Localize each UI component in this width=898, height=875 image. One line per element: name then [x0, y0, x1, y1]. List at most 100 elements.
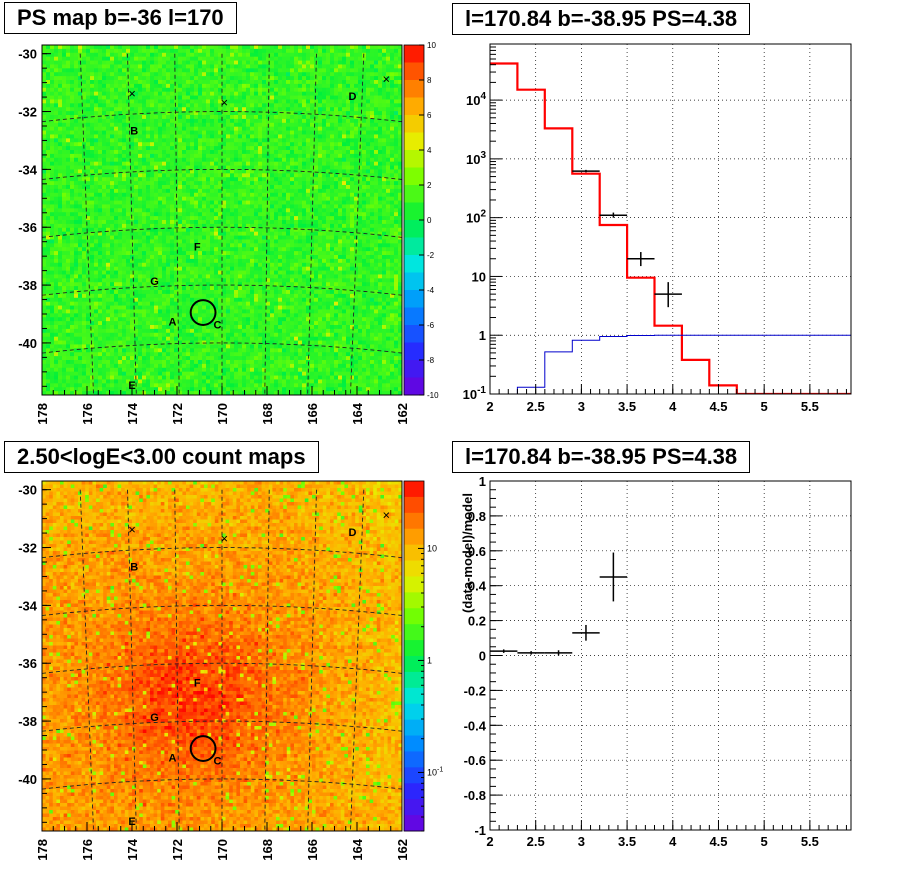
x-tick-label: 174: [125, 838, 140, 860]
colorbar-tick-label: 10-1: [427, 766, 443, 777]
x-tick-label: 168: [260, 839, 275, 861]
x-tick-label: 170: [215, 839, 230, 861]
x-tick-label: 172: [170, 403, 185, 425]
y-tick-label: 1: [479, 474, 486, 489]
colorbar-tick-label: -4: [427, 286, 435, 295]
x-tick-label: 168: [260, 403, 275, 425]
x-tick-label: 4.5: [709, 834, 727, 849]
y-tick-label: -0.6: [464, 753, 486, 768]
colorbar-bin: [404, 272, 424, 291]
map-y-axis: -30 -32 -34 -36 -38 -40: [18, 483, 51, 823]
colorbar-bin: [404, 783, 424, 800]
colorbar-bin: [404, 815, 424, 832]
colorbar-bin: [404, 62, 424, 81]
colorbar-tick-label: 6: [427, 111, 432, 120]
x-tick-label: 2: [486, 834, 493, 849]
y-tick-label: 0.8: [468, 509, 486, 524]
x-tick-label: 2.5: [527, 834, 545, 849]
colorbar-bin: [404, 150, 424, 168]
y-tick-label: -40: [18, 772, 37, 787]
colorbar-bin: [404, 377, 424, 396]
colorbar-bin: [404, 576, 424, 593]
y-tick-label: 104: [466, 91, 486, 108]
x-tick-label: 3: [578, 399, 585, 414]
x-tick-label: 2: [486, 399, 493, 414]
colorbar-bin: [404, 255, 424, 273]
y-axis-label: (data-model)/model: [460, 493, 475, 613]
x-tick-label: 176: [80, 403, 95, 425]
colorbar-bin: [404, 237, 424, 256]
y-tick-label: 0.6: [468, 544, 486, 559]
colorbar-bin: [404, 512, 424, 530]
source-label-A: A: [169, 753, 177, 765]
source-marker: ×: [128, 522, 136, 537]
x-tick-label: 172: [170, 839, 185, 861]
count-map-panel: 178 176 174 172 170 168 166 164 162-30-32-34-36-…: [18, 480, 443, 861]
source-label-G: G: [150, 276, 159, 288]
colorbar-tick-label: 8: [427, 76, 432, 85]
source-label-B: B: [130, 126, 138, 138]
colorbar-bin: [404, 560, 424, 577]
y-tick-label: -34: [18, 598, 38, 613]
colorbar-bin: [404, 767, 424, 784]
source-label-F: F: [194, 241, 201, 253]
x-tick-label: 4.5: [709, 399, 727, 414]
colorbar-bin: [404, 751, 424, 768]
source-marker: ×: [220, 531, 228, 546]
y-tick-label: -0.8: [464, 788, 486, 803]
colorbar-bin: [404, 307, 424, 326]
colorbar-bin: [404, 360, 424, 378]
grid-lon-176: [79, 53, 95, 395]
source-marker: ×: [382, 72, 390, 87]
source-label-E: E: [128, 380, 135, 392]
grid-lon-176: [79, 489, 95, 831]
colorbar-tick-label: 1: [427, 655, 432, 665]
source-label-C: C: [214, 319, 222, 331]
source-label-B: B: [130, 562, 138, 574]
x-tick-label: 4: [669, 834, 677, 849]
x-tick-label: 162: [395, 839, 410, 861]
grid-lon-174: [127, 489, 137, 831]
colorbar-bin: [404, 528, 424, 546]
colorbar-bin: [404, 220, 424, 238]
colorbar-bin: [404, 735, 424, 752]
background-step-line: [490, 334, 851, 394]
y-tick-label: 10: [472, 269, 486, 284]
grid-lon-172: [174, 53, 180, 395]
grid-lon-164: [349, 53, 365, 395]
grid-lon-166: [307, 53, 317, 395]
colorbar-bin: [404, 687, 424, 705]
map-y-axis: -30 -32 -34 -36 -38 -40: [18, 47, 51, 387]
grid-lon-172: [174, 489, 180, 831]
y-tick-label: -30: [18, 483, 37, 498]
source-label-D: D: [349, 527, 357, 539]
colorbar-bin: [404, 640, 424, 657]
ps-map-title: PS map b=-36 l=170: [4, 2, 237, 34]
x-tick-label: 166: [305, 403, 320, 425]
colorbar-bin: [404, 80, 424, 98]
colorbar-tick-label: 2: [427, 181, 432, 190]
grid-lon-168: [264, 489, 270, 831]
x-tick-label: 5: [761, 399, 768, 414]
colorbar-bin: [404, 496, 424, 514]
x-tick-label: 5.5: [801, 399, 819, 414]
colorbar-bin: [404, 656, 424, 673]
x-tick-label: 176: [80, 839, 95, 861]
colorbar-bin: [404, 185, 424, 203]
map-x-axis: 178 176 174 172 170 168 166 164 162: [35, 386, 410, 425]
colorbar-bin: [404, 97, 424, 116]
x-tick-label: 166: [305, 839, 320, 861]
colorbar-bin: [404, 115, 424, 133]
count-map-title: 2.50<logE<3.00 count maps: [4, 441, 319, 473]
x-tick-label: 162: [395, 403, 410, 425]
x-tick-label: 4: [669, 399, 677, 414]
colorbar-bin: [404, 290, 424, 308]
colorbar-bin: [404, 45, 424, 63]
colorbar-tick-label: -10: [427, 391, 439, 400]
x-tick-label: 164: [350, 838, 365, 860]
colorbar-bin: [404, 167, 424, 186]
colorbar-tick-label: 0: [427, 216, 432, 225]
y-tick-label: 1: [479, 328, 486, 343]
y-tick-label: -32: [18, 105, 37, 120]
